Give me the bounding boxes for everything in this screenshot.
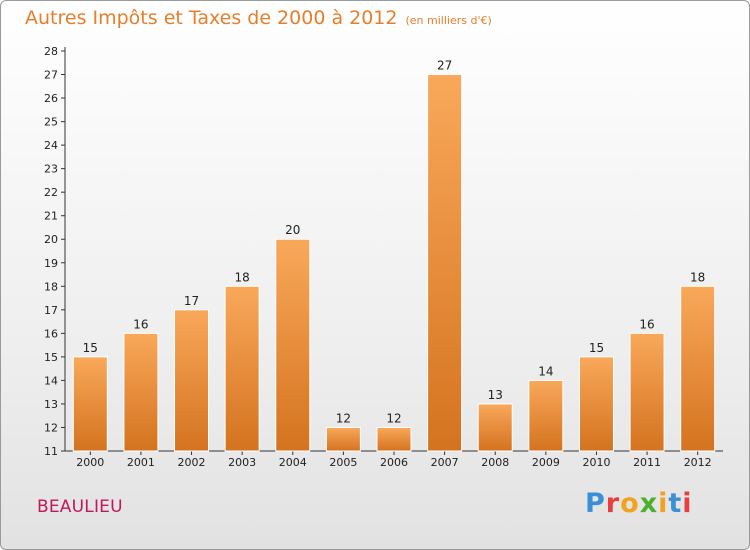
- data-label-2001: 16: [133, 317, 148, 331]
- y-tick-label: 18: [44, 280, 58, 293]
- bar-2002[interactable]: [174, 309, 210, 452]
- bar-2011[interactable]: [629, 332, 665, 452]
- data-label-2006: 12: [386, 411, 401, 425]
- y-tick-label: 22: [44, 186, 58, 199]
- data-label-2004: 20: [285, 223, 300, 237]
- data-label-2000: 15: [83, 341, 98, 355]
- y-tick-label: 24: [44, 139, 58, 152]
- bar-2005[interactable]: [325, 426, 361, 452]
- y-tick-label: 12: [44, 421, 58, 434]
- bar-2008[interactable]: [477, 403, 513, 452]
- bar-2003[interactable]: [224, 285, 260, 452]
- data-label-2007: 27: [437, 59, 452, 73]
- proxiti-logo[interactable]: Proxiti: [585, 488, 693, 519]
- y-tick-label: 16: [44, 327, 58, 340]
- bar-2004[interactable]: [275, 238, 311, 452]
- x-tick-label-2007: 2007: [431, 456, 459, 469]
- logo-letter: o: [620, 488, 640, 519]
- data-label-2010: 15: [589, 341, 604, 355]
- y-tick-label: 25: [44, 116, 58, 129]
- y-tick-label: 26: [44, 92, 58, 105]
- chart-subtitle: (en milliers d'€): [405, 14, 492, 27]
- x-tick-label-2003: 2003: [228, 456, 256, 469]
- x-tick-label-2004: 2004: [279, 456, 307, 469]
- x-tick-label-2006: 2006: [380, 456, 408, 469]
- x-tick-label-2011: 2011: [633, 456, 661, 469]
- data-label-2003: 18: [235, 270, 250, 284]
- logo-letter: P: [585, 488, 606, 519]
- bar-2012[interactable]: [680, 285, 716, 452]
- city-name: BEAULIEU: [37, 497, 123, 517]
- y-tick-label: 11: [44, 445, 58, 458]
- data-label-2005: 12: [336, 411, 351, 425]
- bar-2010[interactable]: [578, 356, 614, 452]
- x-tick-label-2008: 2008: [481, 456, 509, 469]
- y-tick-label: 19: [44, 257, 58, 270]
- x-tick-label-2001: 2001: [127, 456, 155, 469]
- data-label-2008: 13: [488, 388, 503, 402]
- logo-letter: t: [668, 488, 683, 519]
- x-tick-label-2005: 2005: [329, 456, 357, 469]
- chart-title: Autres Impôts et Taxes de 2000 à 2012 (en…: [25, 7, 492, 29]
- bar-2009[interactable]: [528, 379, 564, 452]
- x-tick-label-2009: 2009: [532, 456, 560, 469]
- data-label-2011: 16: [639, 317, 654, 331]
- y-tick-label: 15: [44, 351, 58, 364]
- labels-group: 15 2000 16 2001 17 2002 18 2003 20 2004 12 2005 12 20…: [76, 59, 711, 469]
- y-tick-label: 27: [44, 69, 58, 82]
- x-tick-label-2002: 2002: [178, 456, 206, 469]
- y-tick-label: 13: [44, 398, 58, 411]
- x-tick-label-2000: 2000: [76, 456, 104, 469]
- y-tick-label: 20: [44, 233, 58, 246]
- y-tick-label: 28: [44, 45, 58, 58]
- data-label-2002: 17: [184, 294, 199, 308]
- y-tick-label: 17: [44, 304, 58, 317]
- data-label-2009: 14: [538, 364, 553, 378]
- bars-group: [72, 74, 716, 452]
- x-tick-label-2010: 2010: [582, 456, 610, 469]
- bar-2000[interactable]: [72, 356, 108, 452]
- logo-letter: i: [682, 488, 693, 519]
- logo-letter: x: [639, 488, 659, 519]
- y-tick-label: 14: [44, 374, 58, 387]
- logo-letter: r: [605, 488, 621, 519]
- y-tick-label: 23: [44, 163, 58, 176]
- bar-2007[interactable]: [427, 74, 463, 452]
- data-label-2012: 18: [690, 270, 705, 284]
- y-tick-label: 21: [44, 210, 58, 223]
- chart-title-text: Autres Impôts et Taxes de 2000 à 2012: [25, 7, 398, 29]
- logo-letter: i: [658, 488, 669, 519]
- bar-2006[interactable]: [376, 426, 412, 452]
- x-tick-label-2012: 2012: [684, 456, 712, 469]
- bar-2001[interactable]: [123, 332, 159, 452]
